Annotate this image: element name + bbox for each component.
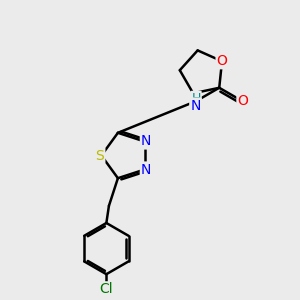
Text: Cl: Cl xyxy=(100,282,113,296)
Text: N: N xyxy=(141,163,151,176)
Text: O: O xyxy=(217,54,227,68)
Text: H: H xyxy=(191,92,201,105)
Text: N: N xyxy=(190,98,201,112)
Text: O: O xyxy=(237,94,248,108)
Text: N: N xyxy=(141,134,151,148)
Text: S: S xyxy=(96,148,104,163)
